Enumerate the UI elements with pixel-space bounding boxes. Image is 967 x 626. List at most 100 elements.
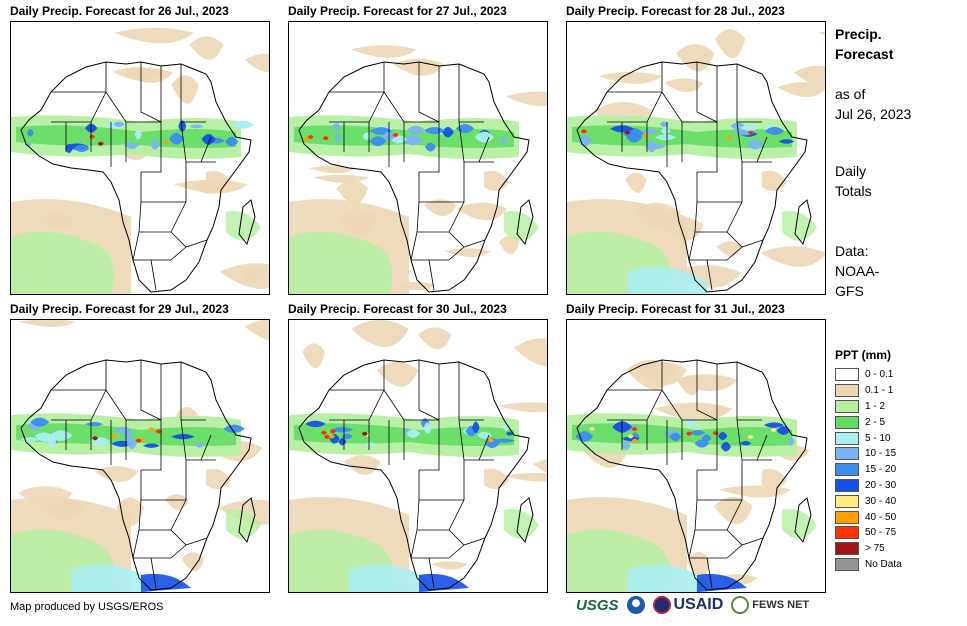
- legend-label: 50 - 75: [865, 527, 897, 539]
- side-title: Precip. Forecast: [835, 26, 894, 62]
- panel-title: Daily Precip. Forecast for 30 Jul., 2023: [288, 302, 507, 316]
- country-border: [688, 231, 743, 261]
- precip-area: [134, 129, 142, 140]
- precip-area: [627, 434, 634, 439]
- fews-net-logo-text: FEWS NET: [752, 599, 810, 611]
- precip-area: [65, 143, 73, 153]
- panel-title: Daily Precip. Forecast for 29 Jul., 2023: [10, 302, 229, 316]
- precip-area: [484, 468, 509, 489]
- precip-area: [487, 438, 494, 443]
- country-border: [697, 122, 718, 173]
- country-border: [132, 529, 187, 559]
- country-border: [140, 162, 187, 203]
- legend-swatch: [835, 399, 859, 413]
- precip-area: [343, 455, 381, 475]
- precip-area: [289, 231, 393, 294]
- country-border: [410, 529, 465, 559]
- precip-area: [303, 137, 310, 142]
- forecast-map: [10, 319, 270, 593]
- precip-area: [686, 431, 693, 436]
- precip-area: [627, 564, 707, 592]
- precip-area: [312, 174, 369, 184]
- precip-area: [714, 29, 746, 59]
- forecast-panel: Daily Precip. Forecast for 27 Jul., 2023: [288, 4, 548, 295]
- precip-area: [817, 31, 825, 35]
- precip-area: [351, 320, 409, 348]
- precip-area: [747, 130, 754, 135]
- precip-area: [760, 246, 825, 267]
- precip-area: [676, 44, 715, 72]
- forecast-map: [566, 21, 826, 295]
- precip-area: [113, 121, 125, 128]
- legend-label: No Data: [865, 558, 902, 570]
- precip-area: [664, 78, 704, 93]
- country-border: [410, 231, 465, 261]
- precip-area: [163, 140, 170, 145]
- precip-area: [714, 497, 753, 525]
- country-border: [170, 529, 208, 546]
- precip-area: [18, 320, 76, 327]
- precip-area: [430, 561, 468, 570]
- usgs-logo: USGS: [576, 597, 619, 614]
- legend: PPT (mm) 0 - 0.1 0.1 - 1 1 - 2 2 - 5 5 - 10 1…: [835, 348, 902, 572]
- precip-area: [141, 573, 191, 592]
- precip-area: [302, 343, 325, 369]
- precip-area: [423, 199, 457, 217]
- coastline: [298, 61, 530, 293]
- country-border: [150, 557, 157, 589]
- precip-area: [631, 427, 638, 432]
- precip-area: [694, 439, 710, 448]
- precip-area: [581, 129, 588, 134]
- country-border: [140, 460, 187, 501]
- precip-area: [150, 139, 160, 150]
- legend-label: 15 - 20: [865, 464, 897, 476]
- legend-swatch: [835, 542, 859, 556]
- precip-area: [361, 431, 368, 436]
- precip-area: [740, 441, 752, 446]
- panel-title: Daily Precip. Forecast for 31 Jul., 2023: [566, 302, 785, 316]
- africa-map: [289, 45, 547, 294]
- precip-area: [763, 422, 785, 428]
- precip-area: [350, 45, 417, 58]
- precip-area: [376, 361, 419, 387]
- legend-item: 2 - 5: [835, 414, 902, 430]
- precip-area: [631, 438, 638, 443]
- country-border: [696, 62, 718, 123]
- legend-label: 0 - 0.1: [865, 369, 894, 381]
- precip-area: [424, 142, 436, 152]
- country-border: [756, 434, 768, 461]
- precip-area: [418, 327, 452, 350]
- country-border: [138, 201, 187, 233]
- precip-area: [171, 75, 199, 104]
- usgs-logo-text: USGS: [576, 596, 619, 614]
- country-border: [419, 122, 440, 173]
- precip-area: [322, 136, 329, 141]
- fews-net-logo: FEWS NET: [731, 596, 809, 614]
- africa-map: [11, 320, 269, 592]
- precip-area: [778, 139, 795, 144]
- legend-swatch: [835, 510, 859, 524]
- as-of-date: as of Jul 26, 2023: [835, 86, 912, 122]
- precip-area: [770, 427, 777, 432]
- country-border: [140, 360, 162, 421]
- precip-area: [143, 443, 160, 448]
- precip-area: [97, 141, 104, 146]
- country-border: [726, 529, 764, 546]
- precip-area: [330, 427, 354, 433]
- precip-area: [206, 170, 231, 191]
- precip-area: [48, 436, 57, 448]
- precip-area: [226, 211, 261, 241]
- credit: Map produced by USGS/EROS: [10, 601, 164, 613]
- legend-label: 1 - 2: [865, 400, 886, 412]
- logo-bar: USGS USAID FEWS NET: [576, 596, 809, 614]
- precip-area: [123, 429, 132, 442]
- precip-area: [726, 135, 733, 140]
- country-border: [51, 360, 107, 391]
- data-source: Data: NOAA- GFS: [835, 243, 880, 299]
- country-border: [418, 62, 440, 123]
- panel-title: Daily Precip. Forecast for 28 Jul., 2023: [566, 4, 785, 18]
- precip-area: [746, 138, 764, 150]
- precip-area: [762, 170, 787, 191]
- africa-map: [567, 29, 825, 294]
- country-border: [478, 434, 490, 461]
